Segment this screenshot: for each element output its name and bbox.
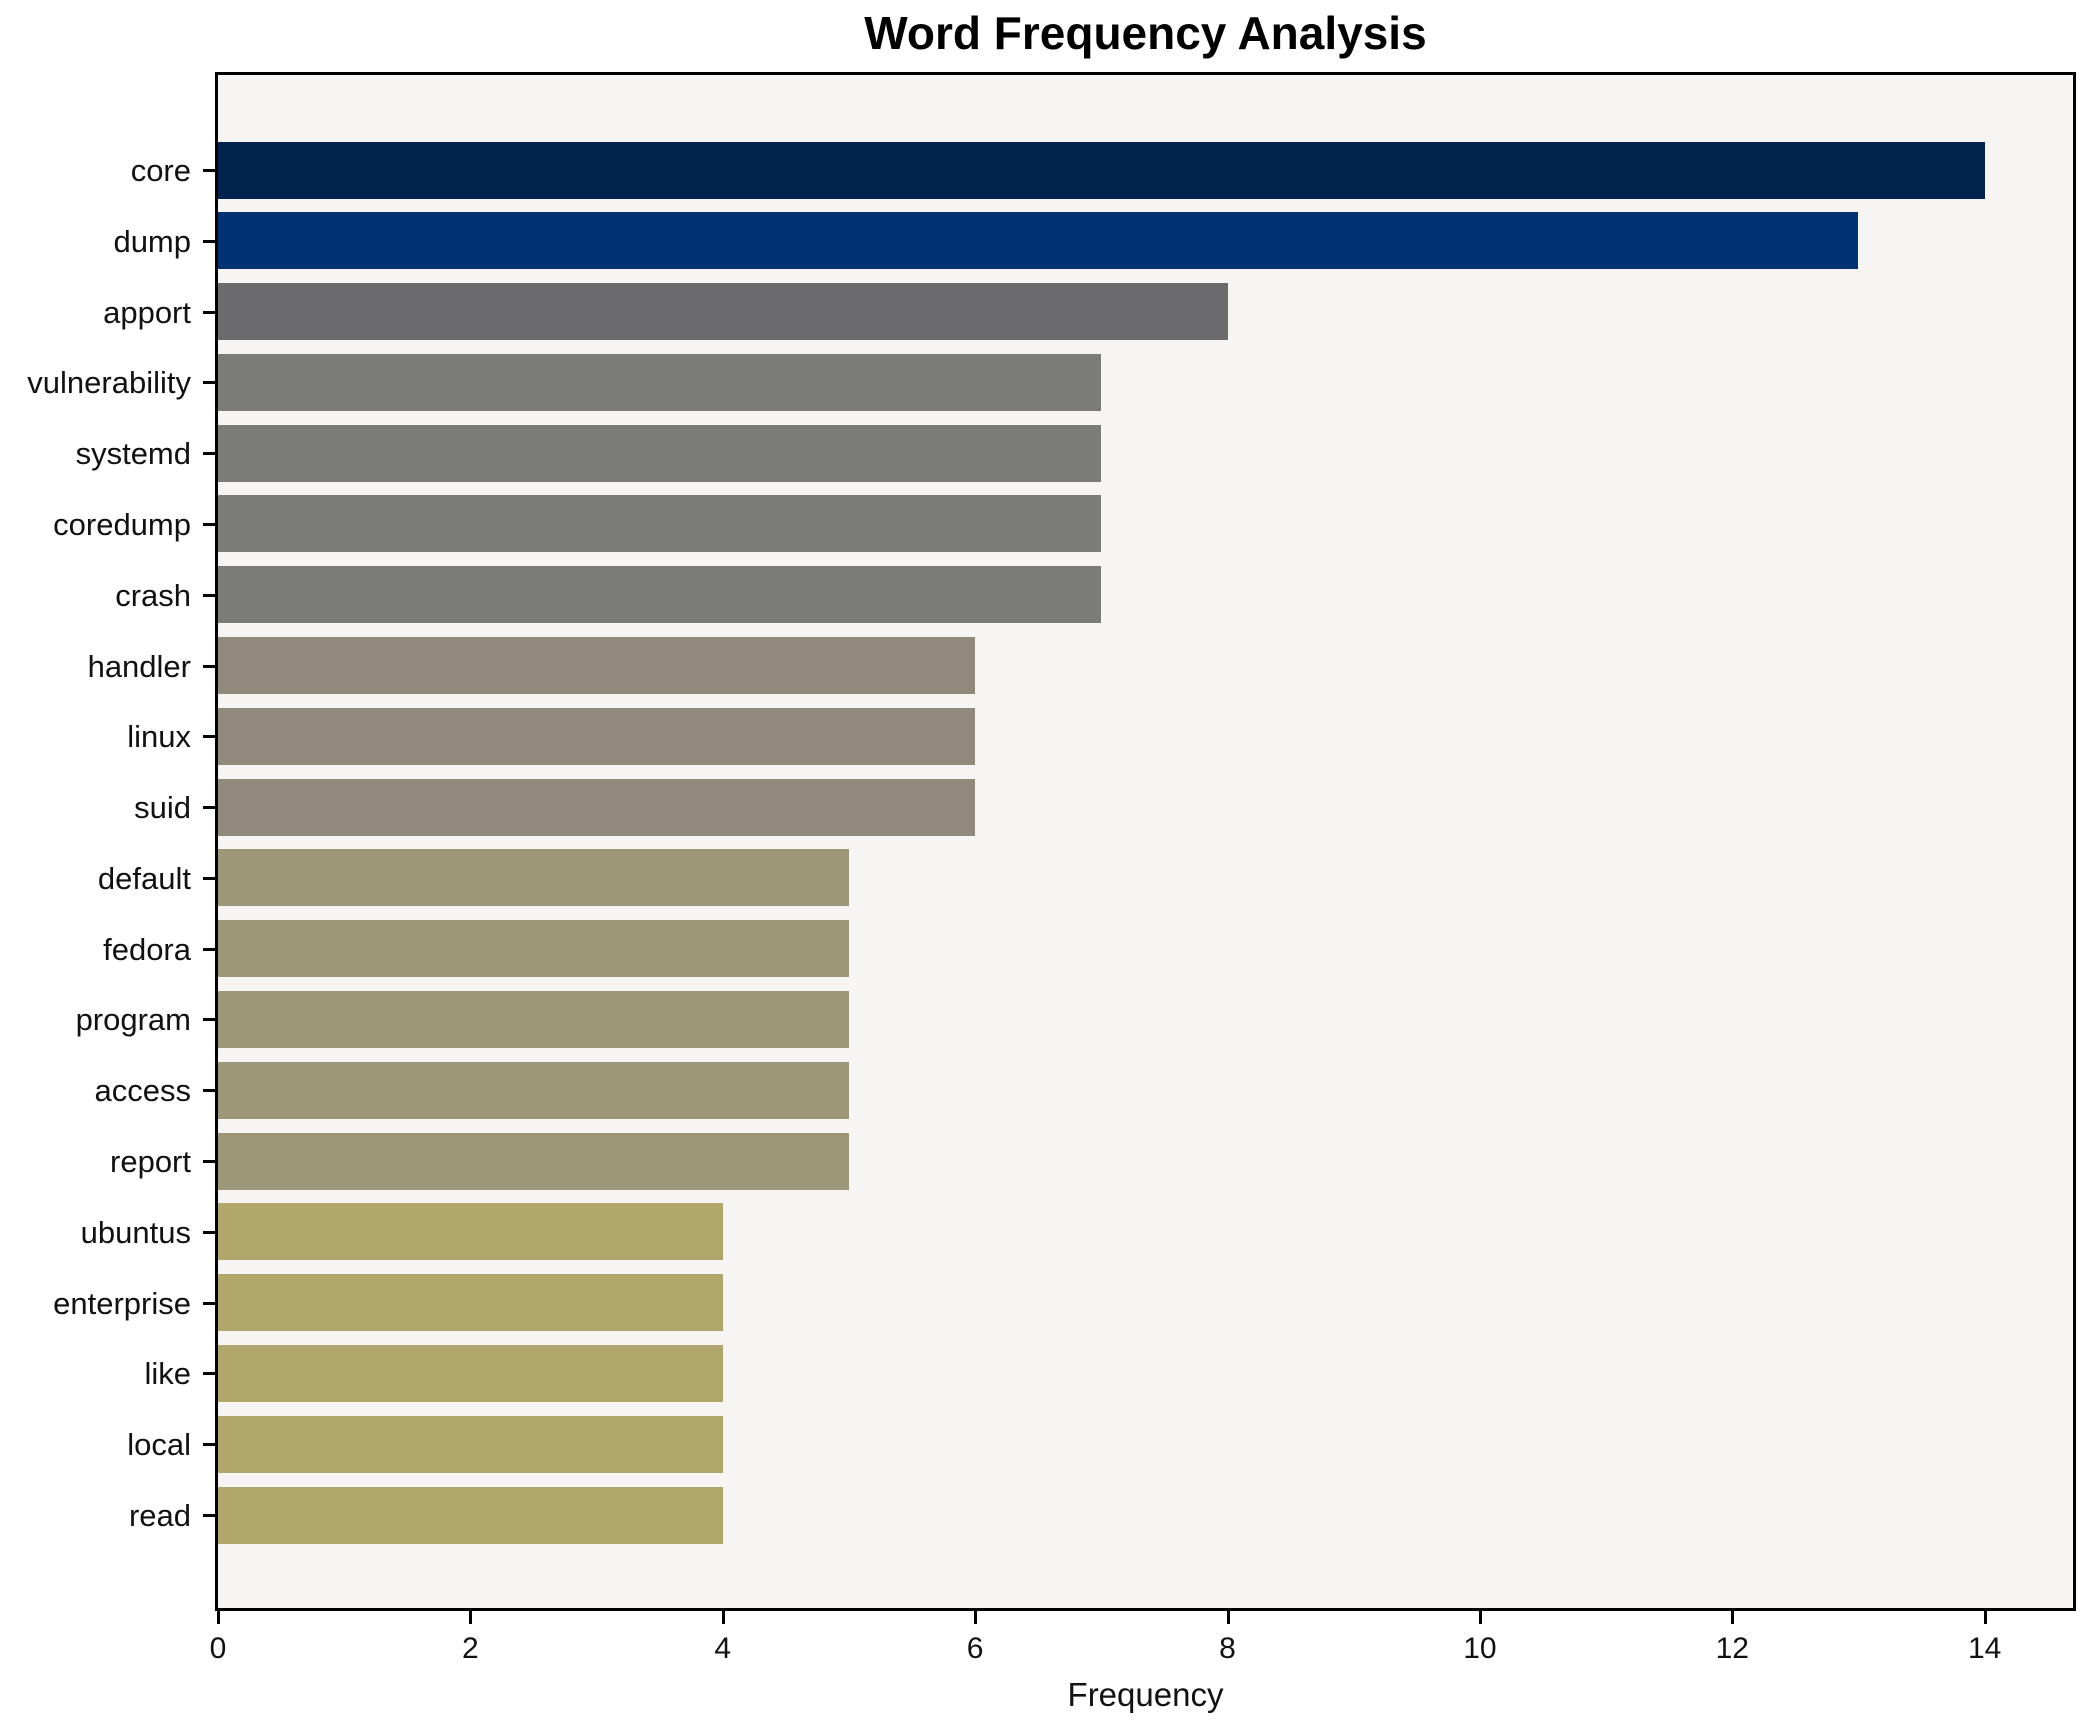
bar-vulnerability <box>218 353 1102 411</box>
x-tick-mark <box>1478 1611 1482 1624</box>
bar-coredump <box>218 495 1102 553</box>
x-tick-label-14: 14 <box>1967 1632 2002 1665</box>
bar-systemd <box>218 424 1102 482</box>
y-tick-label-fedora: fedora <box>103 931 191 967</box>
y-tick-mark <box>203 1301 215 1305</box>
x-tick-label-8: 8 <box>1219 1632 1236 1665</box>
bar-ubuntus <box>218 1203 723 1261</box>
y-tick-mark <box>203 239 215 243</box>
y-tick-label-apport: apport <box>103 294 191 330</box>
y-tick-mark <box>203 1160 215 1164</box>
bar-enterprise <box>218 1274 723 1332</box>
y-tick-label-systemd: systemd <box>75 436 191 472</box>
y-tick-mark <box>203 1018 215 1022</box>
y-tick-mark <box>203 735 215 739</box>
chart-title: Word Frequency Analysis <box>864 7 1427 59</box>
y-tick-label-read: read <box>128 1498 191 1533</box>
y-tick-mark <box>203 522 215 526</box>
y-tick-label-crash: crash <box>115 577 191 613</box>
x-tick-label-12: 12 <box>1715 1632 1749 1665</box>
bar-linux <box>218 707 976 765</box>
y-tick-label-like: like <box>144 1356 191 1392</box>
bar-core <box>218 141 1985 199</box>
y-tick-mark <box>203 1230 215 1234</box>
bar-fedora <box>218 920 849 978</box>
bar-suid <box>218 778 976 836</box>
bars-container <box>218 75 2073 1608</box>
y-tick-mark <box>203 593 215 597</box>
y-tick-label-program: program <box>75 1002 191 1038</box>
y-tick-mark <box>203 1372 215 1376</box>
x-tick-mark <box>1731 1611 1735 1624</box>
y-tick-label-core: core <box>130 153 191 188</box>
x-tick-label-0: 0 <box>209 1632 227 1665</box>
y-tick-label-suid: suid <box>134 790 191 826</box>
x-tick-label-2: 2 <box>462 1632 479 1665</box>
x-axis-title: Frequency <box>1067 1676 1224 1713</box>
y-tick-mark <box>203 310 215 314</box>
bar-like <box>218 1344 723 1402</box>
y-tick-label-coredump: coredump <box>53 506 191 542</box>
y-tick-label-ubuntus: ubuntus <box>80 1214 191 1250</box>
x-tick-mark <box>974 1611 978 1624</box>
x-tick-label-10: 10 <box>1463 1632 1497 1665</box>
bar-report <box>218 1132 849 1190</box>
plot-area <box>215 72 2076 1611</box>
bar-default <box>218 849 849 907</box>
y-tick-mark <box>203 1443 215 1447</box>
x-tick-mark <box>1226 1611 1230 1624</box>
y-tick-label-linux: linux <box>127 719 191 755</box>
y-tick-mark <box>203 452 215 456</box>
x-tick-label-6: 6 <box>966 1632 984 1665</box>
bar-crash <box>218 566 1102 624</box>
x-tick-mark <box>721 1611 725 1624</box>
bar-read <box>218 1486 723 1544</box>
bar-apport <box>218 283 1228 341</box>
y-tick-label-report: report <box>110 1144 191 1180</box>
y-tick-label-access: access <box>94 1073 191 1109</box>
bar-local <box>218 1415 723 1473</box>
y-tick-label-vulnerability: vulnerability <box>27 365 191 401</box>
y-tick-label-dump: dump <box>113 223 191 259</box>
y-tick-label-enterprise: enterprise <box>53 1285 191 1321</box>
bar-dump <box>218 212 1859 270</box>
y-tick-label-handler: handler <box>87 648 191 684</box>
y-tick-mark <box>203 876 215 880</box>
y-tick-mark <box>203 169 215 172</box>
y-tick-mark <box>203 947 215 951</box>
x-tick-mark <box>469 1611 473 1624</box>
y-tick-mark <box>203 381 215 385</box>
x-tick-label-4: 4 <box>714 1632 732 1665</box>
y-tick-label-default: default <box>97 860 191 896</box>
y-tick-mark <box>203 806 215 810</box>
bar-access <box>218 1061 849 1119</box>
y-tick-mark <box>203 1089 215 1093</box>
x-tick-mark <box>217 1611 220 1624</box>
y-tick-mark <box>203 1514 215 1517</box>
x-tick-mark <box>1983 1611 1987 1624</box>
bar-program <box>218 990 849 1048</box>
y-tick-label-local: local <box>127 1427 191 1463</box>
y-tick-mark <box>203 664 215 668</box>
bar-handler <box>218 637 976 695</box>
